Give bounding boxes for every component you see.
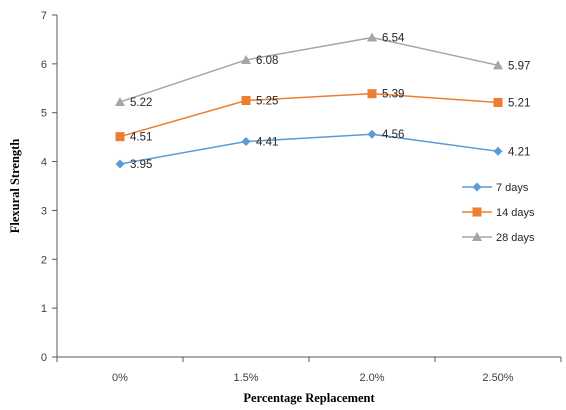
y-tick-label: 3 <box>41 205 47 217</box>
data-label: 3.95 <box>130 159 152 171</box>
data-label: 4.51 <box>130 132 152 144</box>
data-label: 5.21 <box>508 97 530 109</box>
data-label: 4.41 <box>256 137 278 149</box>
y-tick-label: 7 <box>41 10 47 22</box>
legend-item: 7 days <box>462 182 529 194</box>
data-point <box>367 129 377 139</box>
series-layer: 3.95 4.41 4.56 4.21 4.51 5.25 5.39 5.21 5.22 6.08… <box>115 32 530 171</box>
data-point <box>493 60 503 70</box>
series-line <box>119 92 499 138</box>
series-2: 4.51 5.25 5.39 5.21 <box>115 89 530 144</box>
series-3: 5.22 6.08 6.54 5.97 <box>115 32 530 109</box>
data-label: 5.39 <box>382 89 404 101</box>
y-tick-label: 6 <box>41 59 47 71</box>
legend-label: 7 days <box>496 182 529 194</box>
legend-item: 28 days <box>462 232 535 244</box>
data-point <box>493 146 503 156</box>
y-tick-label: 1 <box>41 303 47 315</box>
y-tick-label: 5 <box>41 108 47 120</box>
legend-label: 14 days <box>496 207 535 219</box>
data-label: 5.22 <box>130 97 152 109</box>
data-point <box>241 137 251 147</box>
legend-marker <box>472 232 482 241</box>
data-point <box>367 32 377 42</box>
legend-label: 28 days <box>496 232 535 244</box>
x-axis-ticks: 0% 1.5% 2.0% 2.50% <box>56 357 562 384</box>
y-axis-ticks: 0 1 2 3 4 5 6 7 <box>41 10 57 364</box>
data-point <box>115 132 125 142</box>
data-point <box>241 96 251 105</box>
plot-area <box>56 15 561 358</box>
legend-item: 14 days <box>462 207 535 219</box>
data-point <box>367 89 377 99</box>
series-line <box>119 36 499 103</box>
x-tick-label: 2.50% <box>482 372 513 384</box>
x-tick-label: 1.5% <box>233 372 258 384</box>
y-tick-label: 0 <box>41 352 47 364</box>
data-label: 5.97 <box>508 60 530 72</box>
data-label: 4.21 <box>508 146 530 158</box>
data-point <box>493 97 503 107</box>
legend-marker <box>472 207 482 217</box>
data-point <box>115 96 125 106</box>
data-point <box>115 159 125 169</box>
legend-marker <box>472 182 482 192</box>
data-label: 4.56 <box>382 129 404 141</box>
data-label: 5.25 <box>256 96 278 108</box>
x-tick-label: 2.0% <box>359 372 384 384</box>
data-point <box>241 54 251 64</box>
legend: 7 days 14 days 28 days <box>462 182 535 244</box>
x-axis-title: Percentage Replacement <box>243 391 375 405</box>
data-label: 6.08 <box>256 55 278 67</box>
series-1: 3.95 4.41 4.56 4.21 <box>115 129 530 171</box>
data-label: 6.54 <box>382 32 405 44</box>
x-tick-label: 0% <box>112 372 128 384</box>
y-tick-label: 2 <box>41 254 47 266</box>
y-tick-label: 4 <box>41 157 47 169</box>
y-axis-title: Flexural Strength <box>8 139 22 234</box>
series-line <box>119 133 499 165</box>
